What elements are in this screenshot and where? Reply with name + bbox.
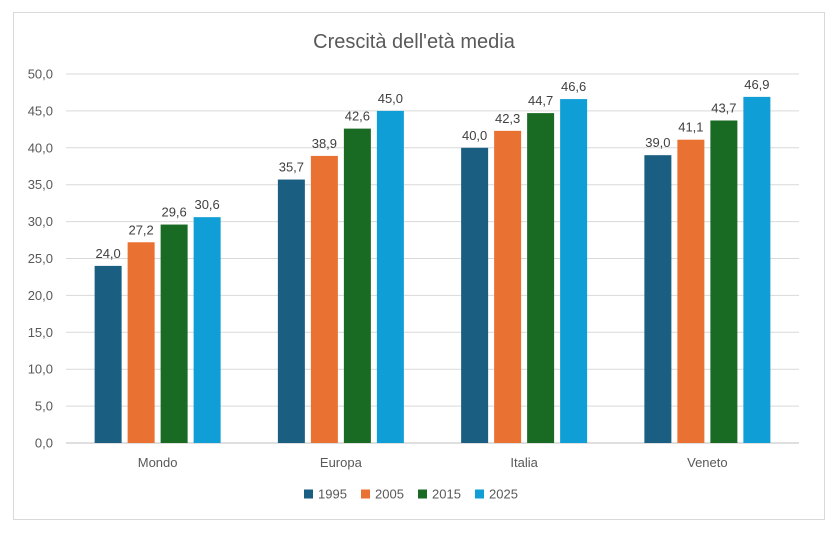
data-label: 42,6: [345, 109, 370, 124]
y-tick-label: 15,0: [28, 325, 53, 340]
bar-italia-2005: [494, 130, 522, 444]
data-label: 40,0: [462, 128, 487, 143]
data-label: 43,7: [711, 100, 736, 115]
y-tick-label: 5,0: [35, 399, 53, 414]
bar-mondo-1995: [94, 265, 122, 443]
legend-swatch-2005: [361, 489, 370, 499]
y-tick-label: 0,0: [35, 436, 53, 451]
data-label: 46,6: [561, 79, 586, 94]
legend-swatch-2015: [418, 489, 427, 499]
bar-veneto-2025: [743, 96, 771, 444]
y-tick-label: 10,0: [28, 362, 53, 377]
y-tick-label: 20,0: [28, 288, 53, 303]
x-category-label: Veneto: [687, 455, 728, 470]
bar-veneto-2015: [710, 120, 738, 443]
data-label: 44,7: [528, 93, 553, 108]
data-label: 38,9: [312, 136, 337, 151]
legend-swatch-1995: [304, 489, 313, 499]
y-tick-label: 40,0: [28, 140, 53, 155]
x-category-label: Europa: [320, 455, 363, 470]
y-axis-ticks: 0,0 5,0 10,0 15,0 20,0 25,0 30,0 35,0 40,0 45,0 50…: [28, 67, 53, 451]
x-category-label: Italia: [510, 455, 538, 470]
legend-label-2025: 2025: [489, 487, 518, 502]
bar-europa-2015: [343, 128, 371, 443]
y-tick-label: 45,0: [28, 103, 53, 118]
y-tick-label: 25,0: [28, 251, 53, 266]
data-label: 45,0: [378, 91, 403, 106]
y-tick-label: 30,0: [28, 214, 53, 229]
bar-mondo-2025: [193, 217, 221, 443]
bar-mondo-2015: [160, 224, 188, 443]
legend-label-2005: 2005: [375, 487, 404, 502]
legend-label-2015: 2015: [432, 487, 461, 502]
bar-italia-2015: [527, 113, 555, 443]
legend-swatch-2025: [475, 489, 484, 499]
bar-veneto-2005: [677, 139, 705, 443]
bar-veneto-1995: [644, 155, 672, 443]
data-label: 30,6: [194, 197, 219, 212]
data-label: 46,9: [744, 77, 769, 92]
x-category-label: Mondo: [138, 455, 178, 470]
data-label: 27,2: [128, 222, 153, 237]
data-label: 29,6: [161, 205, 186, 220]
bar-italia-2025: [560, 99, 588, 443]
gridlines: [66, 73, 799, 444]
data-label: 35,7: [279, 160, 304, 175]
bar-europa-2025: [376, 110, 404, 444]
chart-title: Crescità dell'età media: [313, 31, 516, 53]
x-axis-categories: Mondo Europa Italia Veneto: [138, 455, 728, 470]
data-labels: 24,0 27,2 29,6 30,6 35,7 38,9 42,6 45,0 40,0 42,3…: [95, 77, 769, 261]
legend: 1995 2005 2015 2025: [304, 487, 518, 502]
data-label: 42,3: [495, 111, 520, 126]
y-tick-label: 50,0: [28, 67, 53, 82]
bars: [94, 96, 771, 444]
bar-europa-2005: [310, 155, 338, 443]
bar-mondo-2005: [127, 242, 155, 443]
data-label: 41,1: [678, 120, 703, 135]
bar-italia-1995: [461, 147, 489, 444]
y-tick-label: 35,0: [28, 177, 53, 192]
bar-europa-1995: [277, 179, 305, 443]
data-label: 39,0: [645, 135, 670, 150]
data-label: 24,0: [95, 246, 120, 261]
legend-label-1995: 1995: [318, 487, 347, 502]
